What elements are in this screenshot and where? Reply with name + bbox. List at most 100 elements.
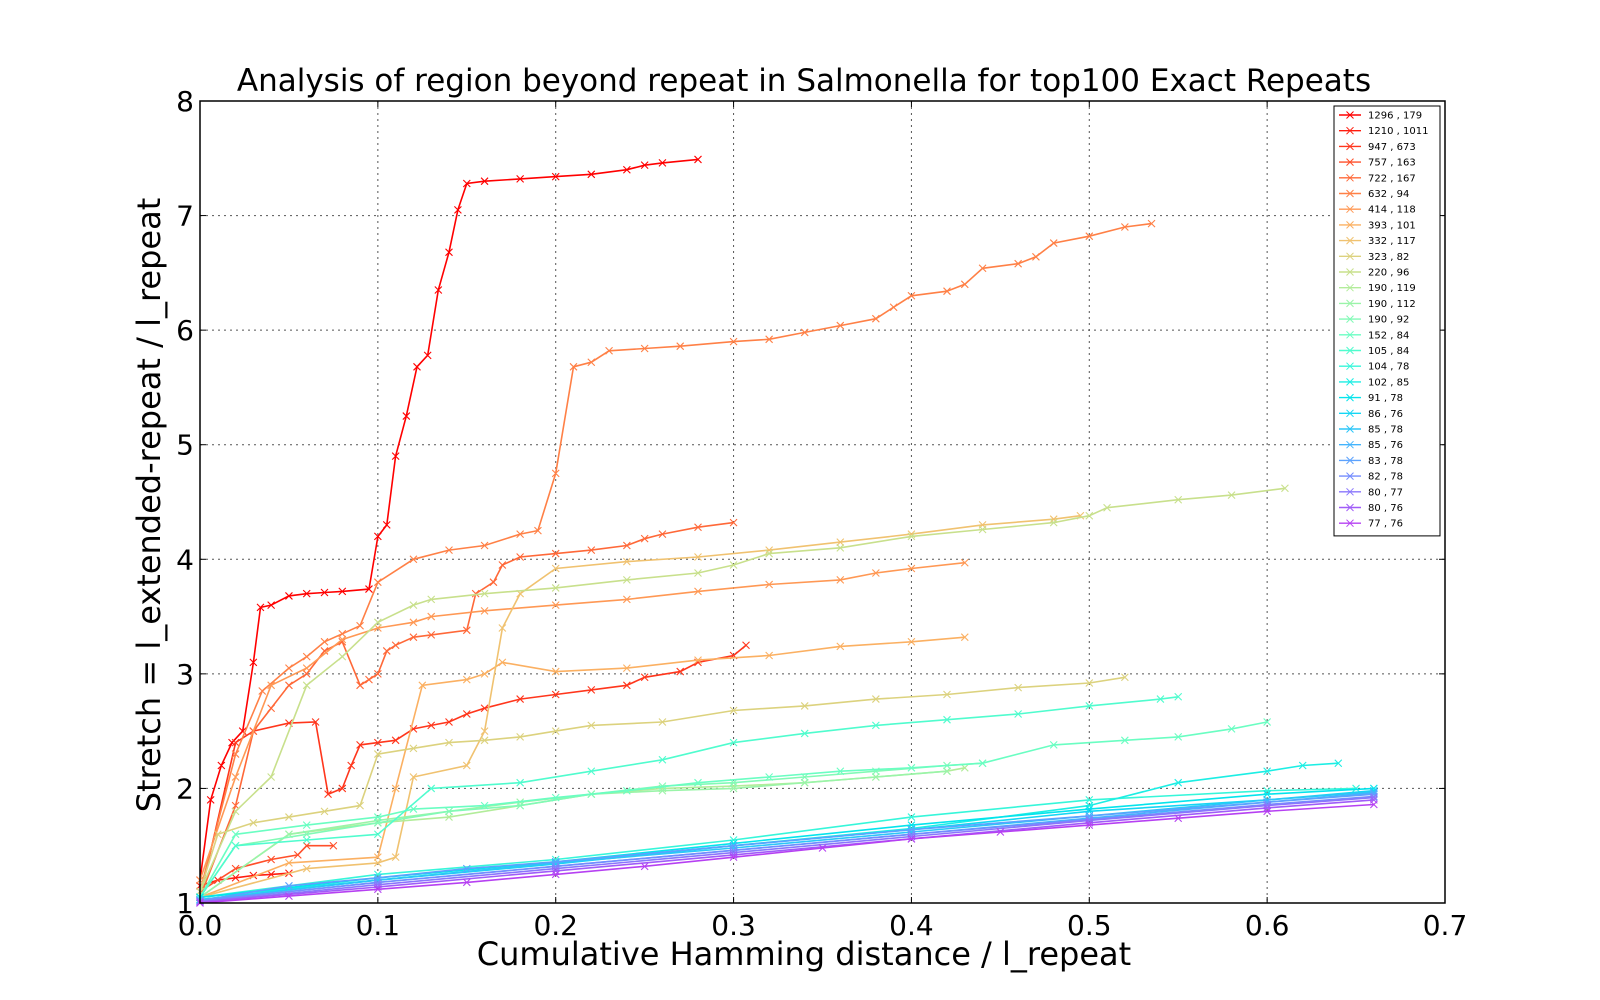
x-tick-label: 0.0 [178,909,223,942]
series-line [199,793,1374,902]
data-point [1032,252,1040,261]
data-point [1263,767,1272,776]
series-line [199,795,1374,902]
legend-label: 190 , 92 [1368,315,1409,326]
data-point [907,532,916,541]
data-point [480,541,489,550]
data-point [551,469,560,478]
legend-label: 105 , 84 [1368,346,1409,357]
grid [200,101,1445,903]
legend-entry: 190 , 119 [1339,283,1416,294]
legend-label: 722 , 167 [1368,173,1416,184]
data-point [267,773,276,781]
legend-entry: 190 , 92 [1339,315,1409,326]
data-point [871,721,880,730]
series-line [199,696,1179,898]
x-tick-label: 0.2 [533,909,578,942]
legend-label: 947 , 673 [1368,142,1416,153]
legend-label: 1296 , 179 [1368,111,1422,122]
axis-ticks: 0.0 0.1 0.2 0.3 0.4 0.5 0.6 0.7 1 2 3 4 5 6 7 8 [176,85,1467,942]
data-point [285,881,293,890]
data-point [267,704,276,713]
legend-marker [1346,158,1354,166]
data-point [1085,795,1094,804]
legend-label: 332 , 117 [1368,236,1416,247]
legend-entry: 323 , 82 [1339,252,1409,263]
data-point [1085,679,1094,687]
data-point [320,588,329,597]
data-point [1049,518,1058,527]
y-tick-label: 8 [176,85,194,118]
data-point [551,667,560,676]
data-point [1174,692,1183,701]
x-tick-label: 0.3 [711,909,756,942]
legend-entry: 104 , 78 [1339,362,1409,373]
data-point [765,580,774,589]
data-point [1085,232,1094,241]
data-point [1281,484,1289,493]
data-point [471,589,480,598]
data-point [498,658,507,667]
data-point [551,584,560,592]
data-point [462,710,471,718]
legend-label: 152 , 84 [1368,330,1409,341]
data-point [480,801,489,810]
legend-entry: 82 , 78 [1339,472,1403,483]
data-point [338,635,347,644]
data-point [231,873,240,882]
data-point [943,287,951,296]
data-point [365,585,373,593]
legend-marker [1346,519,1354,528]
data-point [445,807,453,816]
series [196,692,1183,902]
data-point [1120,736,1129,745]
legend-marker [1346,268,1354,276]
data-point [1174,732,1183,741]
data-point [1085,511,1094,520]
data-point [836,642,845,651]
data-point [445,546,453,555]
data-point [302,821,311,829]
legend-marker [1346,378,1354,386]
chart-title: Analysis of region beyond repeat in Salm… [237,63,1371,99]
data-point [516,553,525,561]
data-point [413,362,421,371]
data-point [907,763,916,772]
data-point [409,773,418,781]
data-point [551,549,560,558]
data-point [356,681,364,690]
data-point [373,818,382,827]
data-point [551,793,560,802]
data-point [311,718,320,726]
data-point [320,647,329,655]
data-point [729,836,738,844]
legend-marker [1346,189,1354,198]
data-point [373,859,382,867]
data-point [267,870,276,879]
data-point [1014,710,1023,718]
data-point [427,721,436,730]
data-point [1049,741,1058,749]
legend-label: 80 , 77 [1368,487,1403,498]
data-point [978,759,987,768]
y-axis-label: Stretch = l_extended-repeat / l_repeat [130,198,168,813]
data-point [871,569,880,577]
data-point [1334,759,1343,768]
data-point [516,778,525,787]
legend-marker [1346,299,1354,308]
data-point [480,727,489,736]
data-point [462,179,471,188]
legend-marker [1346,126,1354,135]
data-point [742,641,750,650]
data-point [213,830,222,839]
data-point [373,813,382,821]
y-tick-label: 6 [176,314,194,347]
data-point [1369,800,1378,809]
data-point [445,248,453,257]
legend-entry: 632 , 94 [1339,189,1409,200]
data-point [569,362,578,371]
data-point [605,346,613,355]
data-point [329,841,338,850]
data-point [249,818,258,827]
